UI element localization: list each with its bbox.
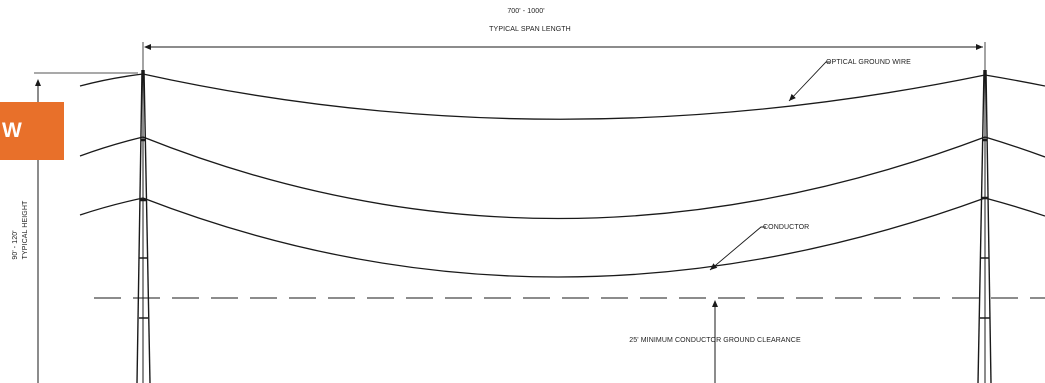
optical-ground-wire-label: OPTICAL GROUND WIRE (826, 59, 911, 66)
right-tower (977, 69, 992, 383)
conductor-upper-span (142, 136, 986, 220)
adjacent-wire-left-bottom (79, 197, 144, 216)
left-tower (136, 69, 151, 383)
conductor-lower-span (142, 197, 986, 278)
adjacent-wire-right-middle (984, 136, 1045, 158)
span-length-label: TYPICAL SPAN LENGTH (489, 26, 571, 33)
height-range-label: 90' - 120' (12, 230, 19, 259)
clearance-label: 25' MINIMUM CONDUCTOR GROUND CLEARANCE (629, 337, 801, 344)
span-range-label: 700' - 1000' (507, 8, 544, 15)
adjacent-wire-left-middle (79, 136, 144, 157)
optical-ground-wire-leader (788, 61, 830, 102)
adjacent-wire-right-top (984, 74, 1045, 87)
conductor-leader (709, 226, 766, 271)
orange-tag-badge: W (0, 102, 64, 160)
optical-ground-wire-span (142, 73, 986, 120)
typical-height-label: TYPICAL HEIGHT (22, 200, 29, 259)
adjacent-wire-left-top (79, 73, 144, 87)
adjacent-wire-right-bottom (984, 197, 1045, 217)
conductor-label: CONDUCTOR (763, 224, 809, 231)
